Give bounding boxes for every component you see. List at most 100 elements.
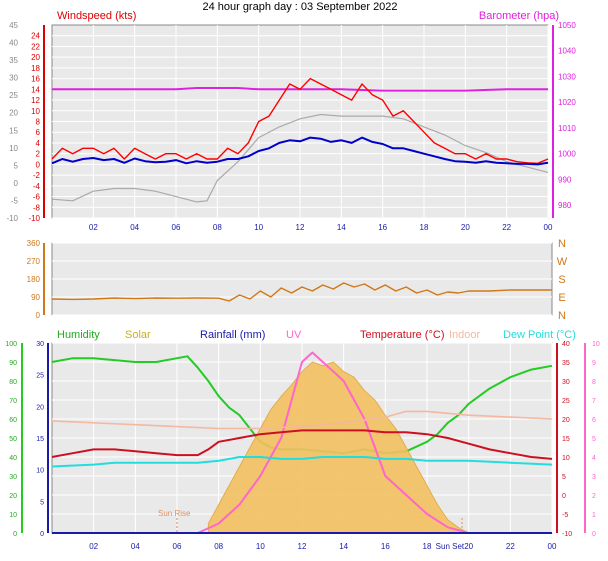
direction-ytick-label: 90 — [31, 293, 40, 302]
temperature-xtick-label: 00 — [548, 542, 557, 551]
temperature-ytick-label: 20 — [562, 417, 570, 424]
direction-ytick-label: 270 — [27, 257, 41, 266]
wind-ytick-outer-label: 30 — [9, 74, 18, 83]
wind-xtick-label: 16 — [378, 223, 387, 232]
humidity-ytick-label: 30 — [9, 474, 17, 481]
wind-xtick-label: 14 — [337, 223, 346, 232]
legend-humidity: Humidity — [57, 329, 100, 341]
temperature-xtick-label: 04 — [131, 542, 140, 551]
uv-ytick-label: 6 — [592, 417, 596, 424]
wind-ytick-label: 6 — [36, 128, 41, 137]
uv-ytick-label: 3 — [592, 474, 596, 481]
wind-ytick-outer-label: -5 — [11, 196, 19, 205]
wind-xtick-label: 04 — [130, 223, 139, 232]
wind-ytick-label: -8 — [33, 203, 41, 212]
temperature-legend: Humidity Solar Rainfall (mm) UV Temperat… — [57, 329, 576, 341]
wind-ytick-outer-label: 35 — [9, 56, 18, 65]
humidity-ytick-label: 50 — [9, 436, 17, 443]
wind-xtick-label: 10 — [254, 223, 263, 232]
series-line-uv — [197, 351, 469, 534]
wind-ytick-outer-label: 5 — [14, 161, 19, 170]
temperature-panel: Humidity Solar Rainfall (mm) UV Temperat… — [5, 329, 600, 551]
wind-title: Windspeed (kts) — [57, 10, 136, 22]
wind-ytick-label: 14 — [31, 85, 40, 94]
temperature-xtick-label: Sun Set — [436, 542, 465, 551]
wind-ytick-outer-label: 15 — [9, 126, 18, 135]
humidity-ytick-label: 0 — [13, 531, 17, 538]
temperature-xtick-label: 20 — [464, 542, 473, 551]
wind-x-axis: 02 04 06 08 10 12 14 16 18 20 22 00 — [89, 223, 553, 232]
temperature-xtick-label: 14 — [339, 542, 348, 551]
direction-series — [51, 282, 552, 302]
series-line-indoor — [51, 410, 553, 430]
humidity-ytick-label: 100 — [5, 341, 17, 348]
humidity-ytick-label: 90 — [9, 360, 17, 367]
temperature-x-axis: 02 04 06 08 10 12 14 16 18 Sun Set 20 22 00 — [89, 542, 557, 551]
legend-temperature: Temperature (°C) — [360, 329, 444, 341]
temperature-ytick-label: 15 — [562, 436, 570, 443]
series-line-dir — [51, 282, 552, 302]
temperature-xtick-label: 22 — [506, 542, 515, 551]
series-line-dew — [51, 456, 553, 468]
wind-ytick-outer-label: 40 — [9, 39, 18, 48]
wind-ytick-outer-label: 10 — [9, 144, 18, 153]
wind-ytick-label: 2 — [36, 150, 41, 159]
wind-ytick-label: 22 — [31, 42, 40, 51]
wind-xtick-label: 02 — [89, 223, 98, 232]
baro-ytick-label: 1000 — [558, 150, 576, 159]
rainfall-ytick-label: 25 — [36, 373, 44, 380]
wind-series — [51, 77, 549, 203]
uv-y-axis: 0 1 2 3 4 5 6 7 8 9 10 — [592, 341, 600, 538]
wind-ytick-label: 20 — [31, 53, 40, 62]
wind-xtick-label: 06 — [172, 223, 181, 232]
wind-ytick-outer-label: 0 — [14, 179, 19, 188]
temperature-ytick-label: 5 — [562, 474, 566, 481]
baro-ytick-label: 1040 — [558, 47, 576, 56]
temperature-series — [51, 351, 553, 534]
legend-indoor: Indoor — [449, 329, 481, 341]
rainfall-ytick-label: 30 — [36, 341, 44, 348]
temperature-xtick-label: 10 — [256, 542, 265, 551]
wind-ytick-label: -6 — [33, 193, 41, 202]
page-title: 24 hour graph day : 03 September 2022 — [202, 1, 397, 13]
uv-ytick-label: 0 — [592, 531, 596, 538]
wind-ytick-label: 16 — [31, 75, 40, 84]
humidity-ytick-label: 10 — [9, 512, 17, 519]
wind-ytick-outer-label: 25 — [9, 91, 18, 100]
temperature-ytick-label: 25 — [562, 398, 570, 405]
humidity-ytick-label: 60 — [9, 417, 17, 424]
wind-ytick-outer-label: -10 — [6, 214, 18, 223]
uv-ytick-label: 9 — [592, 360, 596, 367]
humidity-ytick-label: 40 — [9, 455, 17, 462]
uv-ytick-label: 7 — [592, 398, 596, 405]
temperature-xtick-label: 16 — [381, 542, 390, 551]
rainfall-ytick-label: 0 — [40, 531, 44, 538]
legend-uv: UV — [286, 329, 302, 341]
wind-ytick-label: 18 — [31, 64, 40, 73]
wind-xtick-label: 22 — [502, 223, 511, 232]
compass-label: W — [557, 256, 568, 268]
humidity-ytick-label: 70 — [9, 398, 17, 405]
series-line-wind — [51, 77, 549, 165]
wind-xtick-label: 08 — [213, 223, 222, 232]
temperature-ytick-label: 0 — [562, 493, 566, 500]
wind-ytick-label: 12 — [31, 96, 40, 105]
sunrise-label: Sun Rise — [158, 509, 191, 518]
series-line-temperature — [51, 429, 553, 460]
temperature-ytick-label: -5 — [562, 512, 568, 519]
humidity-ytick-label: 20 — [9, 493, 17, 500]
temperature-ytick-label: 30 — [562, 379, 570, 386]
compass-label: N — [558, 238, 566, 250]
temperature-ytick-label: 40 — [562, 341, 570, 348]
wind-panel: Windspeed (kts) Barometer (hpa) -10 -8-6 -… — [6, 10, 576, 232]
baro-ytick-label: 990 — [558, 175, 572, 184]
wind-ytick-label: 0 — [36, 160, 41, 169]
baro-ytick-label: 1020 — [558, 98, 576, 107]
temperature-xtick-label: 06 — [173, 542, 182, 551]
rainfall-ytick-label: 15 — [36, 436, 44, 443]
baro-y-axis-right: 980 990 1000 1010 1020 1030 1040 1050 — [558, 21, 576, 210]
uv-ytick-label: 8 — [592, 379, 596, 386]
